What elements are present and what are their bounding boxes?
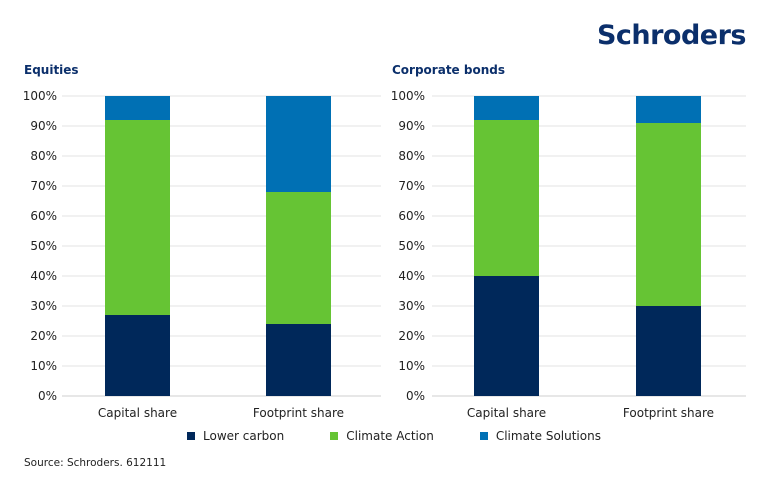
y-tick-label: 70% <box>30 179 57 193</box>
source-note: Source: Schroders. 612111 <box>24 457 167 469</box>
y-tick-label: 100% <box>391 89 425 103</box>
y-tick-label: 90% <box>398 119 425 133</box>
chart-title-corporate-bonds: Corporate bonds <box>392 63 505 77</box>
bar-segment-climate-action <box>474 120 539 276</box>
bar-segment-climate-action <box>636 123 701 306</box>
legend: Lower carbon Climate Action Climate Solu… <box>0 429 770 443</box>
y-tick-label: 90% <box>30 119 57 133</box>
y-tick-label: 40% <box>30 269 57 283</box>
x-tick-label: Footprint share <box>623 406 714 420</box>
y-tick-label: 10% <box>30 359 57 373</box>
bar-segment-climate-solutions <box>266 96 331 192</box>
bar-segment-lower-carbon <box>474 276 539 396</box>
y-tick-label: 10% <box>398 359 425 373</box>
legend-label: Lower carbon <box>203 429 285 443</box>
bar-segment-climate-action <box>105 120 170 315</box>
y-tick-label: 30% <box>30 299 57 313</box>
y-tick-label: 30% <box>398 299 425 313</box>
legend-item-lower-carbon: Lower carbon <box>187 429 284 443</box>
legend-label: Climate Action <box>346 429 434 443</box>
y-tick-label: 70% <box>398 179 425 193</box>
bar-segment-climate-action <box>266 192 331 324</box>
y-tick-label: 100% <box>23 89 57 103</box>
legend-swatch <box>479 432 488 440</box>
y-tick-label: 50% <box>30 239 57 253</box>
y-tick-label: 40% <box>398 269 425 283</box>
x-tick-label: Capital share <box>467 406 546 420</box>
y-tick-label: 0% <box>406 389 425 403</box>
bar-segment-lower-carbon <box>266 324 331 396</box>
schroders-logo: Schroders <box>596 20 747 51</box>
y-tick-label: 60% <box>398 209 425 223</box>
bar-segment-lower-carbon <box>105 315 170 396</box>
y-tick-label: 20% <box>398 329 425 343</box>
y-tick-label: 60% <box>30 209 57 223</box>
y-tick-label: 20% <box>30 329 57 343</box>
legend-item-climate-action: Climate Action <box>330 429 434 443</box>
bar-segment-climate-solutions <box>636 96 701 123</box>
y-tick-label: 80% <box>398 149 425 163</box>
x-tick-label: Footprint share <box>253 406 344 420</box>
legend-swatch <box>187 432 196 440</box>
legend-swatch <box>330 432 339 440</box>
chart-title-equities: Equities <box>24 63 79 77</box>
charts-canvas: 0% 10% 20% 30% 40% 50% 60% 70% 80% 90% 100% Capital… <box>23 89 746 420</box>
bar-segment-climate-solutions <box>474 96 539 120</box>
y-tick-label: 0% <box>38 389 57 403</box>
legend-item-climate-solutions: Climate Solutions <box>479 429 601 443</box>
y-tick-label: 80% <box>30 149 57 163</box>
y-tick-label: 50% <box>398 239 425 253</box>
x-tick-label: Capital share <box>98 406 177 420</box>
legend-label: Climate Solutions <box>495 429 601 443</box>
bar-segment-lower-carbon <box>636 306 701 396</box>
bar-segment-climate-solutions <box>105 96 170 120</box>
